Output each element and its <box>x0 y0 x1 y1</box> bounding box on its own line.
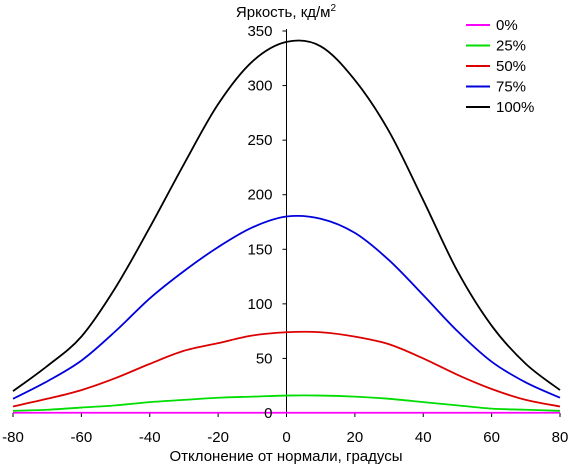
y-tick-label: 100 <box>247 296 272 313</box>
legend-label: 50% <box>496 58 526 75</box>
y-axis-title-text: Яркость, кд/м <box>236 4 331 21</box>
series-line-50pct <box>12 330 561 408</box>
y-tick-label: 200 <box>247 187 272 204</box>
legend-label: 0% <box>496 17 518 34</box>
legend-label: 100% <box>496 99 534 116</box>
y-axis-title: Яркость, кд/м2 <box>236 3 337 21</box>
legend-label: 25% <box>496 38 526 55</box>
x-tick-label: 0 <box>282 429 290 446</box>
x-tick-label: 60 <box>483 429 500 446</box>
x-tick-label: 20 <box>347 429 364 446</box>
y-tick-label: 250 <box>247 132 272 149</box>
legend-label: 75% <box>496 79 526 96</box>
x-tick-label: -20 <box>207 429 229 446</box>
x-tick-label: -40 <box>139 429 161 446</box>
legend: 0% 25% 50% 75% 100% <box>466 17 534 116</box>
x-tick-label: -60 <box>71 429 93 446</box>
series-line-100pct <box>12 39 561 392</box>
x-axis-title: Отклонение от нормали, градусы <box>170 448 403 465</box>
x-tick-label: 80 <box>552 429 568 446</box>
y-tick-label: 150 <box>247 241 272 258</box>
x-tick-label: 40 <box>415 429 432 446</box>
y-tick-label: 50 <box>256 350 273 367</box>
tick-labels: 0 50 100 150 200 250 300 350 -80 -60 -40 -20 0 20 40 60… <box>2 23 568 446</box>
y-tick-label: 300 <box>247 78 272 95</box>
x-tick-label: -80 <box>2 429 24 446</box>
series-line-75pct <box>12 214 561 400</box>
y-axis-title-superscript: 2 <box>331 3 337 14</box>
y-tick-label: 350 <box>247 23 272 40</box>
y-tick-label: 0 <box>264 405 272 422</box>
series-layer <box>12 39 561 414</box>
series-line-25pct <box>12 394 561 412</box>
